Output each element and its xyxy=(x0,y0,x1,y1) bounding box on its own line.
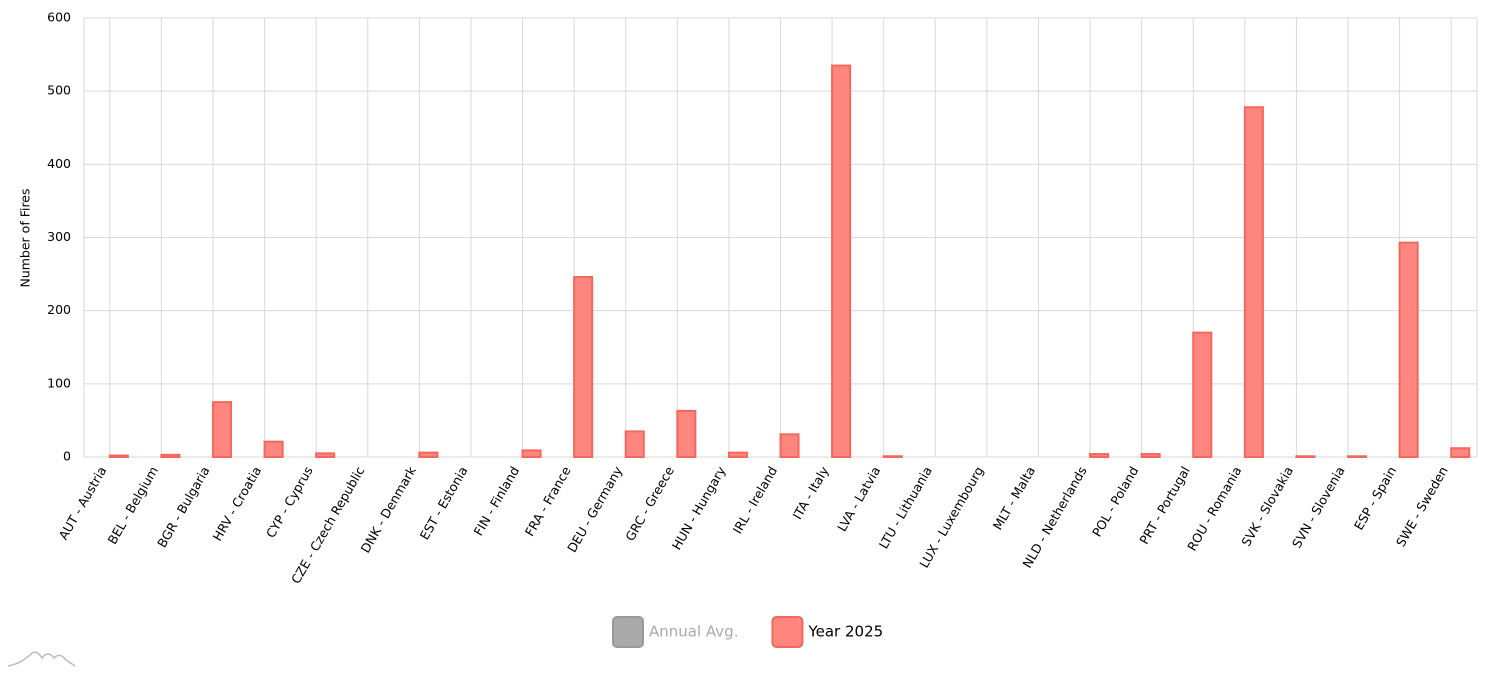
bar xyxy=(211,401,233,458)
x-tick-label: DEU - Germany xyxy=(564,463,626,555)
y-tick-label: 0 xyxy=(63,449,71,464)
bar xyxy=(1140,453,1161,459)
bar xyxy=(1243,106,1264,458)
bar xyxy=(779,433,800,458)
legend-item[interactable]: Year 2025 xyxy=(771,616,883,648)
bar xyxy=(315,452,336,459)
x-tick-label: DNK - Denmark xyxy=(357,463,419,555)
bar xyxy=(160,453,181,458)
y-tick-label: 400 xyxy=(47,156,71,171)
bar xyxy=(1398,241,1419,458)
bar xyxy=(727,451,748,458)
x-tick-label: FIN - Finland xyxy=(470,464,522,538)
x-tick-label: IRL - Ireland xyxy=(730,464,781,536)
y-tick-label: 100 xyxy=(47,375,71,390)
x-tick-label: ITA - Italy xyxy=(789,463,832,522)
y-tick-label: 200 xyxy=(47,302,71,317)
legend-label: Year 2025 xyxy=(807,623,883,641)
bar xyxy=(263,440,284,459)
bar xyxy=(108,454,129,458)
bar xyxy=(1192,331,1213,458)
bar xyxy=(676,409,697,458)
bar xyxy=(521,449,542,459)
bar xyxy=(1295,455,1316,459)
bar xyxy=(882,455,903,459)
x-tick-label: BEL - Belgium xyxy=(104,464,161,547)
x-tick-label: MLT - Malta xyxy=(990,464,1038,533)
x-tick-label: EST - Estonia xyxy=(417,464,471,542)
x-tick-label: ROU - Romania xyxy=(1184,464,1244,554)
x-tick-label: HRV - Croatia xyxy=(210,464,265,544)
x-tick-label: LVA - Latvia xyxy=(834,464,883,534)
bar xyxy=(573,276,594,459)
logo xyxy=(7,651,76,667)
legend-label: Annual Avg. xyxy=(649,623,738,641)
y-tick-label: 500 xyxy=(47,83,71,98)
x-tick-label: POL - Poland xyxy=(1089,464,1141,540)
x-tick-label: BGR - Bulgaria xyxy=(154,464,213,550)
legend-swatch xyxy=(612,616,644,648)
bar xyxy=(1347,455,1368,459)
x-tick-label: FRA - France xyxy=(522,463,574,538)
x-tick-label: SVK - Slovakia xyxy=(1238,464,1296,549)
bar xyxy=(418,451,439,458)
y-tick-label: 600 xyxy=(47,10,71,25)
x-tick-label: HUN - Hungary xyxy=(669,463,729,552)
x-tick-label: GRC - Greece xyxy=(622,463,677,543)
bar xyxy=(831,64,852,459)
x-tick-label: LTU - Lithuania xyxy=(876,464,935,552)
bar xyxy=(1089,453,1110,459)
legend-swatch xyxy=(771,616,804,648)
y-axis-label: Number of Fires xyxy=(18,188,33,287)
x-tick-label: ESP - Spain xyxy=(1351,464,1399,533)
bar xyxy=(1450,447,1471,459)
x-tick-label: CYP - Cyprus xyxy=(263,464,316,541)
y-tick-label: 300 xyxy=(47,229,71,244)
x-tick-label: SVN - Slovenia xyxy=(1289,464,1348,551)
legend-item[interactable]: Annual Avg. xyxy=(612,616,738,648)
x-tick-label: SWE - Sweden xyxy=(1393,464,1451,549)
x-tick-label: PRT - Portugal xyxy=(1136,464,1193,547)
bar xyxy=(624,430,645,458)
x-tick-label: AUT - Austria xyxy=(55,464,109,542)
